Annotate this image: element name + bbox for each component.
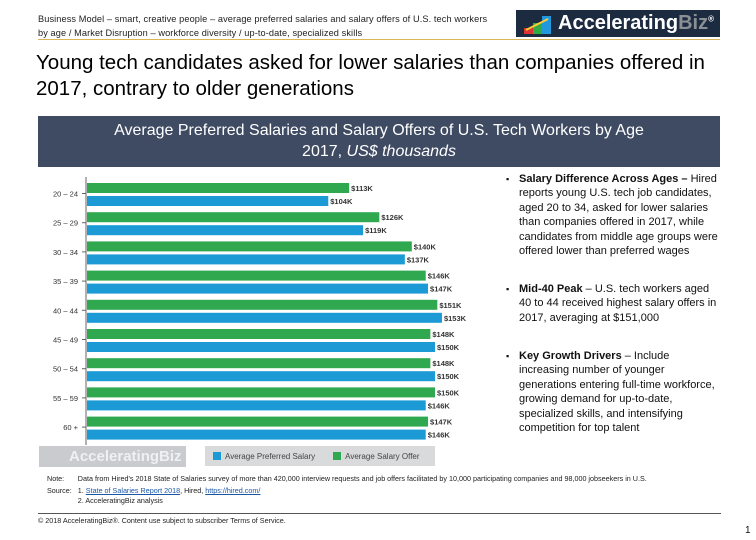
bar-offer	[87, 358, 431, 369]
bar-offer	[87, 183, 350, 193]
sources: 1. State of Salaries Report 2018, Hired,…	[77, 486, 261, 505]
bar-offer	[87, 212, 380, 223]
bullet-2: Mid-40 Peak – U.S. tech workers aged 40 …	[506, 282, 720, 325]
chart-title: Average Preferred Salaries and Salary Of…	[114, 122, 644, 139]
data-label: $137K	[407, 255, 430, 264]
y-tick-label: 25 – 29	[53, 219, 78, 228]
page-title: Young tech candidates asked for lower sa…	[36, 51, 705, 100]
source-report-link[interactable]: State of Salaries Report 2018	[85, 486, 181, 495]
data-label: $146K	[428, 431, 451, 440]
header-line-1: Business Model – smart, creative people …	[38, 14, 488, 24]
note-text: Data from Hired's 2018 State of Salaries…	[77, 474, 647, 483]
y-tick-label: 60 +	[63, 423, 78, 432]
bar-preferred	[87, 342, 435, 352]
data-label: $147K	[430, 418, 453, 427]
data-label: $146K	[428, 401, 451, 410]
brand-name: AcceleratingBiz®	[558, 12, 714, 34]
bar-preferred	[87, 254, 405, 265]
data-label: $150K	[437, 388, 460, 397]
legend-preferred: Average Preferred Salary	[213, 452, 315, 461]
footer-divider	[38, 513, 721, 514]
data-label: $151K	[439, 301, 462, 310]
chart-legend: Average Preferred Salary Average Salary …	[205, 446, 435, 466]
bar-preferred	[87, 312, 442, 323]
data-label: $150K	[437, 372, 460, 381]
header-subtitle: Business Model – smart, creative people …	[38, 12, 518, 40]
bullet-1: Salary Difference Across Ages – Hired re…	[506, 172, 720, 258]
y-tick-label: 20 – 24	[53, 190, 78, 199]
data-label: $148K	[432, 359, 455, 368]
y-tick-label: 35 – 39	[53, 277, 78, 286]
data-label: $147K	[430, 285, 453, 294]
header-divider	[38, 39, 720, 40]
copyright: © 2018 AcceleratingBiz®. Content use sub…	[38, 516, 286, 525]
data-label: $126K	[381, 213, 404, 222]
source-label: Source:	[47, 486, 72, 495]
brand-logo: AcceleratingBiz®	[516, 10, 720, 37]
data-label: $119K	[365, 226, 387, 235]
y-tick-label: 55 – 59	[53, 394, 78, 403]
data-label: $148K	[432, 330, 455, 339]
growth-chart-icon	[524, 15, 551, 34]
data-label: $113K	[351, 184, 373, 193]
y-tick-label: 50 – 54	[53, 365, 78, 374]
bar-offer	[87, 241, 412, 252]
bar-preferred	[87, 400, 426, 411]
note-label: Note:	[47, 474, 65, 483]
data-label: $150K	[437, 343, 460, 352]
data-label: $104K	[330, 197, 353, 206]
chart-title-band: Average Preferred Salaries and Salary Of…	[38, 116, 720, 167]
y-tick-label: 30 – 34	[53, 248, 78, 257]
bar-preferred	[87, 429, 426, 440]
bar-offer	[87, 387, 435, 398]
bar-offer	[87, 416, 429, 427]
legend-offer: Average Salary Offer	[333, 452, 420, 461]
bar-preferred	[87, 196, 329, 206]
source-url-link[interactable]: https://hired.com/	[205, 486, 261, 495]
bar-preferred	[87, 283, 429, 294]
bar-offer	[87, 270, 426, 281]
bar-preferred	[87, 371, 435, 382]
y-tick-label: 45 – 49	[53, 336, 78, 345]
salary-bar-chart: 20 – 24 $113K $104K 25 – 29 $126K $119K 30 – 3…	[53, 177, 467, 445]
chart-watermark-logo: AcceleratingBiz	[39, 446, 186, 467]
bar-offer	[87, 329, 431, 339]
data-label: $146K	[428, 272, 451, 281]
bar-preferred	[87, 225, 364, 236]
bar-offer	[87, 299, 438, 310]
notes: Note: Data from Hired's 2018 State of Sal…	[45, 472, 710, 508]
page-number: 1	[745, 525, 751, 536]
header-line-2: by age / Market Disruption – workforce d…	[38, 28, 363, 38]
bullet-3: Key Growth Drivers – Include increasing …	[506, 349, 720, 435]
data-label: $153K	[444, 314, 467, 323]
y-tick-label: 40 – 44	[53, 306, 78, 315]
chart-subtitle: 2017, US$ thousands	[302, 143, 456, 160]
data-label: $140K	[414, 242, 437, 251]
